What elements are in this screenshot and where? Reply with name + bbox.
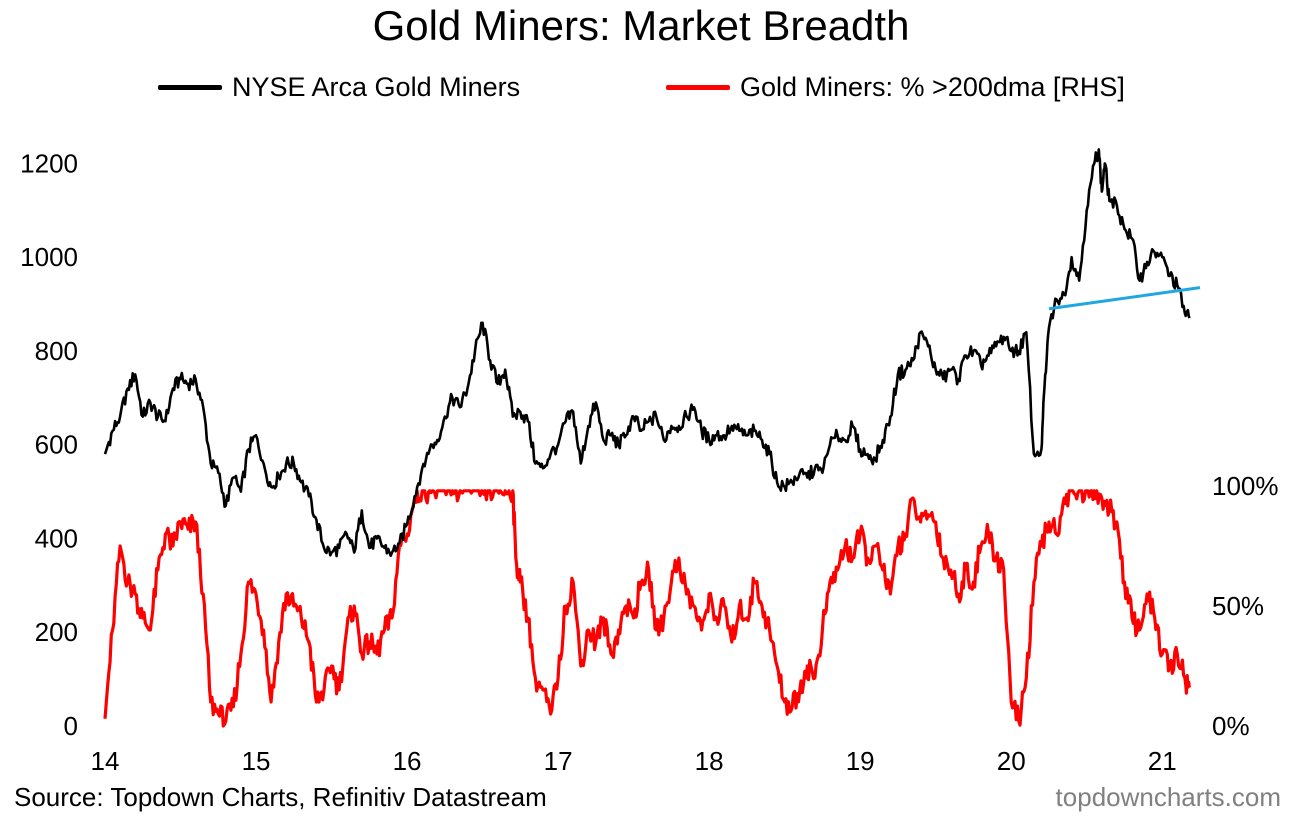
x-tick-label: 18 xyxy=(695,746,724,776)
chart-legend: NYSE Arca Gold Miners Gold Miners: % >20… xyxy=(0,72,1299,108)
y-right-tick-label: 100% xyxy=(1212,471,1279,501)
legend-swatch-breadth xyxy=(666,85,730,90)
index-series-line xyxy=(103,148,1191,558)
x-tick-label: 17 xyxy=(544,746,573,776)
legend-swatch-index xyxy=(158,85,222,90)
x-tick-label: 16 xyxy=(393,746,422,776)
x-tick-label: 14 xyxy=(91,746,120,776)
y-left-tick-label: 1200 xyxy=(20,148,78,178)
y-left-tick-label: 400 xyxy=(35,523,78,553)
legend-label-index: NYSE Arca Gold Miners xyxy=(232,72,521,102)
y-left-tick-label: 800 xyxy=(35,336,78,366)
breadth-series-line xyxy=(103,489,1191,728)
x-tick-label: 21 xyxy=(1148,746,1177,776)
trendline xyxy=(1048,286,1201,311)
y-left-tick-label: 0 xyxy=(64,711,78,741)
y-left-tick-label: 200 xyxy=(35,617,78,647)
y-right-tick-label: 0% xyxy=(1212,711,1250,741)
y-left-tick-label: 1000 xyxy=(20,242,78,272)
legend-item-breadth: Gold Miners: % >200dma [RHS] xyxy=(666,72,1125,103)
legend-item-index: NYSE Arca Gold Miners xyxy=(158,72,520,103)
chart-title: Gold Miners: Market Breadth xyxy=(372,2,910,49)
x-tick-label: 19 xyxy=(846,746,875,776)
brand-watermark: topdowncharts.com xyxy=(1055,782,1281,812)
x-tick-label: 20 xyxy=(997,746,1026,776)
x-tick-label: 15 xyxy=(242,746,271,776)
y-left-tick-label: 600 xyxy=(35,430,78,460)
legend-label-breadth: Gold Miners: % >200dma [RHS] xyxy=(740,72,1125,102)
y-right-tick-label: 50% xyxy=(1212,591,1264,621)
source-note: Source: Topdown Charts, Refinitiv Datast… xyxy=(14,782,547,812)
